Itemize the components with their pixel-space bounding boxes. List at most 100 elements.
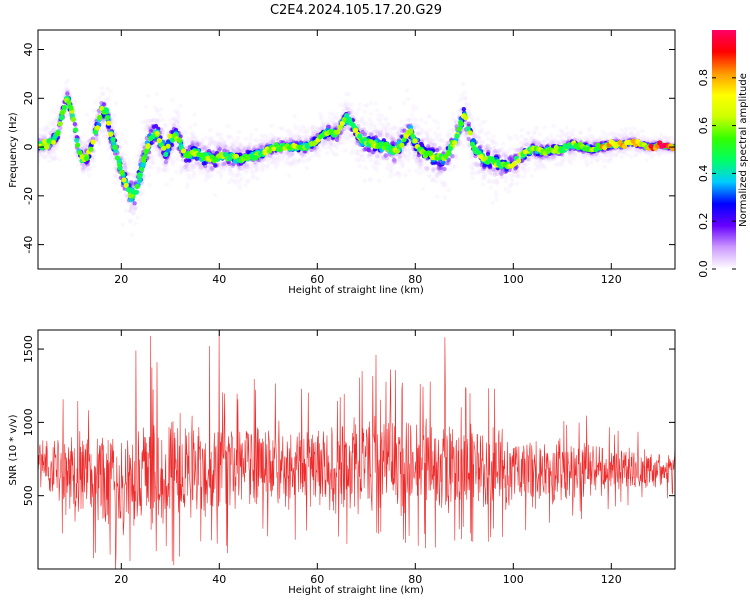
frequency-dot <box>99 86 105 91</box>
frequency-dot <box>553 155 559 161</box>
frequency-dot <box>451 164 456 169</box>
frequency-dot <box>84 112 90 117</box>
frequency-ridge-dot <box>141 157 147 163</box>
frequency-dot <box>415 124 420 130</box>
frequency-dot <box>506 189 512 194</box>
frequency-dot <box>54 110 59 116</box>
frequency-dot <box>121 152 127 157</box>
frequency-dot <box>292 160 297 165</box>
frequency-dot <box>334 152 340 157</box>
frequency-dot <box>50 147 56 153</box>
frequency-dot <box>108 155 113 160</box>
frequency-dot <box>346 101 351 107</box>
frequency-dot <box>261 164 266 169</box>
frequency-dot <box>118 189 123 195</box>
frequency-dot <box>113 173 119 179</box>
frequency-dot <box>293 132 298 138</box>
frequency-dot <box>540 163 546 169</box>
frequency-dot <box>536 164 541 169</box>
frequency-dot <box>179 166 184 172</box>
frequency-dot <box>123 208 129 213</box>
frequency-dot <box>113 119 118 125</box>
frequency-dot <box>236 172 241 177</box>
frequency-dot <box>259 144 264 150</box>
frequency-dot <box>148 118 154 124</box>
frequency-dot <box>400 160 405 166</box>
frequency-dot <box>607 151 613 157</box>
frequency-dot <box>343 103 349 108</box>
frequency-dot <box>208 128 213 133</box>
frequency-dot <box>594 157 599 162</box>
frequency-dot <box>150 160 155 165</box>
frequency-dot <box>193 122 198 127</box>
frequency-dot <box>612 152 618 158</box>
frequency-dot <box>468 164 473 169</box>
frequency-dot <box>354 111 359 116</box>
snr-xlabel: Height of straight line (km) <box>288 585 424 596</box>
frequency-dot <box>284 128 290 134</box>
frequency-dot <box>276 155 281 160</box>
frequency-ytick-label: 40 <box>22 43 35 57</box>
frequency-dot <box>402 153 408 159</box>
frequency-dot <box>520 166 526 172</box>
frequency-dot <box>457 97 462 103</box>
frequency-dot <box>199 165 204 170</box>
frequency-dot <box>43 155 48 160</box>
frequency-dot <box>304 130 309 135</box>
frequency-dot <box>153 105 158 110</box>
frequency-dot <box>238 172 243 177</box>
frequency-dot <box>406 149 412 155</box>
frequency-dot <box>490 140 495 145</box>
frequency-dot <box>528 137 534 142</box>
frequency-dot <box>143 122 149 127</box>
frequency-dot <box>411 103 416 109</box>
frequency-dot <box>72 151 77 156</box>
frequency-dot <box>169 121 174 126</box>
frequency-dot <box>338 102 343 108</box>
frequency-dot <box>533 126 538 131</box>
frequency-ridge-dot <box>132 189 138 195</box>
frequency-dot <box>362 178 367 184</box>
frequency-dot <box>226 124 231 129</box>
frequency-dot <box>324 141 329 146</box>
frequency-dot <box>607 156 613 161</box>
frequency-dot <box>46 153 51 159</box>
frequency-dot <box>486 130 491 135</box>
frequency-dot <box>300 156 305 161</box>
frequency-dot <box>602 164 607 169</box>
frequency-dot <box>150 155 155 161</box>
frequency-dot <box>146 93 151 99</box>
frequency-dot <box>308 155 313 160</box>
frequency-dot <box>162 122 168 128</box>
frequency-dot <box>235 178 240 184</box>
frequency-dot <box>204 174 209 179</box>
frequency-dot <box>59 115 65 121</box>
frequency-ridge-dot <box>335 129 341 135</box>
frequency-dot <box>296 136 301 141</box>
frequency-dot <box>273 164 278 170</box>
frequency-dot <box>229 177 234 182</box>
frequency-dot <box>621 149 626 155</box>
frequency-dot <box>86 173 92 178</box>
frequency-dot <box>477 122 482 127</box>
frequency-dot <box>184 185 190 190</box>
frequency-dot <box>254 138 259 143</box>
snr-xtick-label: 100 <box>503 573 524 586</box>
frequency-dot <box>492 140 497 145</box>
frequency-dot <box>522 167 528 172</box>
frequency-dot <box>286 161 292 166</box>
frequency-dot <box>561 131 566 136</box>
frequency-dot <box>185 139 190 145</box>
frequency-dot <box>414 168 419 173</box>
frequency-dot <box>522 162 527 167</box>
frequency-dot <box>331 142 336 147</box>
frequency-dot <box>271 134 276 140</box>
frequency-dot <box>50 156 56 161</box>
frequency-dot <box>494 192 499 198</box>
frequency-dot <box>462 90 468 95</box>
frequency-dot <box>629 133 634 138</box>
frequency-dot <box>345 135 350 140</box>
frequency-dot <box>664 138 669 143</box>
frequency-dot <box>607 159 612 164</box>
frequency-dot <box>325 145 330 150</box>
